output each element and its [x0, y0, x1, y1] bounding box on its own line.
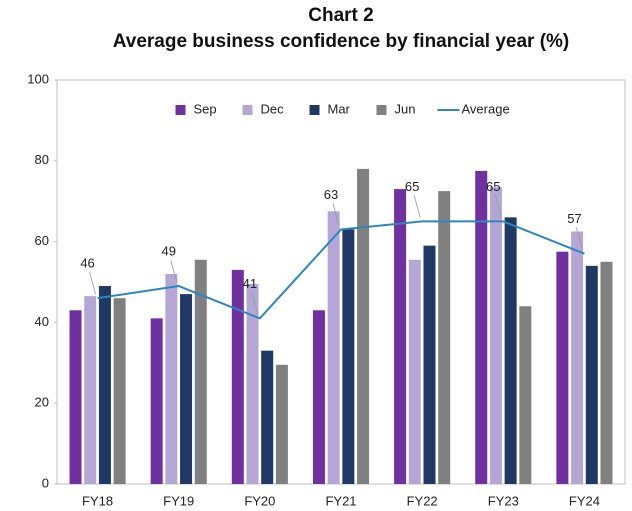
legend-label: Average	[462, 101, 510, 116]
leader-line	[251, 292, 259, 315]
legend-swatch	[175, 105, 186, 115]
plot-frame	[56, 79, 626, 485]
bar	[165, 273, 178, 484]
legend-swatch	[242, 105, 253, 115]
x-tick-label: FY23	[488, 493, 519, 508]
data-label: 41	[243, 276, 257, 291]
bar	[327, 211, 340, 485]
leader-line	[576, 227, 583, 250]
legend-label: Sep	[194, 101, 217, 116]
chart-title: Chart 2	[308, 5, 373, 26]
x-tick-label: FY18	[82, 493, 113, 508]
bar	[342, 229, 355, 484]
bar	[504, 217, 517, 485]
data-label: 63	[324, 187, 338, 202]
bar	[475, 170, 488, 484]
bar	[519, 306, 532, 484]
x-tick-label: FY20	[244, 493, 275, 508]
leader-line	[413, 195, 421, 218]
bar	[357, 168, 370, 484]
line	[97, 220, 585, 320]
x-tick-label: FY22	[407, 493, 438, 508]
chart-subtitle: Average business confidence by financial…	[113, 31, 570, 52]
leader-line	[332, 203, 340, 226]
legend-label: Mar	[328, 101, 351, 116]
x-tick-label: FY19	[163, 493, 194, 508]
y-tick-label: 0	[42, 475, 49, 490]
bar	[84, 296, 97, 484]
bar	[246, 284, 259, 484]
legend-label: Jun	[395, 101, 416, 116]
bar	[113, 298, 126, 484]
bar	[69, 310, 82, 484]
y-tick-label: 40	[35, 314, 49, 329]
y-tick-label: 60	[35, 233, 49, 248]
bar	[585, 265, 598, 484]
bar	[556, 251, 569, 484]
y-tick-label: 80	[35, 152, 49, 167]
leader-line	[494, 195, 502, 218]
bar	[394, 189, 407, 484]
legend-swatch	[309, 105, 320, 115]
bar	[150, 318, 163, 484]
bar	[489, 187, 502, 484]
legend-label: Dec	[261, 101, 285, 116]
bar	[438, 191, 451, 484]
bar	[261, 350, 274, 484]
bar	[98, 286, 111, 484]
x-tick-label: FY24	[569, 493, 600, 508]
bar	[600, 261, 613, 484]
bar	[408, 259, 421, 484]
data-label: 46	[80, 256, 94, 271]
data-label: 65	[486, 179, 500, 194]
y-tick-label: 20	[35, 395, 49, 410]
data-label: 65	[405, 179, 419, 194]
bar	[180, 294, 193, 484]
bar	[275, 364, 288, 484]
bar	[423, 245, 436, 484]
data-label: 49	[161, 243, 175, 258]
bar	[312, 310, 325, 484]
bar	[194, 259, 207, 484]
bar	[231, 269, 244, 484]
bar	[571, 231, 584, 484]
x-tick-label: FY21	[325, 493, 356, 508]
leader-line	[170, 259, 178, 283]
y-tick-label: 100	[27, 71, 49, 86]
leader-line	[89, 272, 96, 295]
legend-swatch	[376, 105, 387, 115]
data-label: 57	[567, 211, 581, 226]
